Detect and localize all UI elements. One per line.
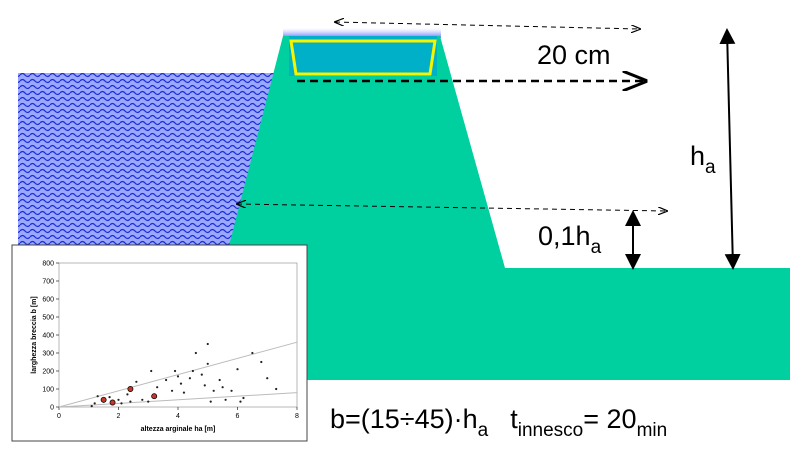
arrow [719, 28, 741, 270]
point [108, 396, 111, 399]
point [129, 400, 132, 403]
point [191, 369, 194, 373]
arrow [335, 22, 640, 29]
point [239, 400, 242, 403]
point [206, 342, 209, 346]
y-tick-label: 700 [42, 279, 54, 286]
embankment [215, 36, 790, 380]
y-tick-label: 100 [42, 387, 54, 394]
point [176, 375, 180, 378]
point [242, 396, 245, 400]
point [251, 351, 254, 355]
y-tick-label: 200 [42, 369, 54, 376]
x-tick-label: 4 [176, 413, 180, 420]
point [221, 386, 224, 389]
point [127, 386, 134, 392]
x-tick-label: 6 [236, 413, 240, 420]
point [93, 402, 96, 405]
point [188, 377, 191, 380]
point [120, 402, 123, 405]
crest-outline [289, 39, 437, 76]
point [117, 398, 120, 401]
trend-line [58, 392, 298, 408]
point [230, 389, 233, 392]
label: 0,1ha [538, 221, 602, 258]
point [151, 393, 158, 400]
y-tick-label: 600 [42, 297, 54, 304]
point [218, 378, 221, 382]
point [156, 386, 159, 389]
point [100, 396, 107, 403]
point [206, 362, 209, 365]
x-tick-label: 8 [295, 413, 299, 420]
point [275, 387, 278, 391]
point [212, 389, 215, 392]
x-axis-label: altezza arginale ha [m] [141, 426, 216, 433]
x-tick-label: 0 [57, 413, 61, 420]
point [224, 398, 227, 401]
point [200, 373, 203, 376]
label: ha [690, 141, 716, 178]
y-tick-label: 400 [42, 333, 54, 340]
point [96, 395, 99, 398]
point [141, 398, 144, 401]
y-tick-label: 800 [42, 261, 54, 268]
label: 20 cm [537, 40, 611, 70]
point [209, 400, 212, 403]
point [236, 368, 239, 371]
y-tick-label: 300 [42, 351, 54, 358]
point [170, 389, 174, 392]
y-tick-label: 500 [42, 315, 54, 322]
point [109, 399, 116, 406]
point [165, 378, 168, 382]
point [179, 382, 183, 385]
point [203, 384, 206, 387]
point [150, 369, 153, 373]
point [173, 369, 177, 373]
point [147, 400, 150, 403]
point [90, 405, 93, 408]
point [135, 380, 138, 383]
x-tick-label: 2 [117, 413, 121, 420]
point [182, 391, 186, 394]
point [126, 393, 129, 396]
y-axis-label: larghezza breccia b [m] [31, 296, 38, 373]
point [266, 377, 269, 380]
crest [289, 36, 437, 76]
y-tick-label: 0 [50, 405, 54, 412]
inset [11, 244, 308, 442]
formula: b=(15÷45)·ha tinnesco= 20min [330, 404, 667, 441]
point [194, 351, 197, 355]
point [260, 360, 263, 364]
